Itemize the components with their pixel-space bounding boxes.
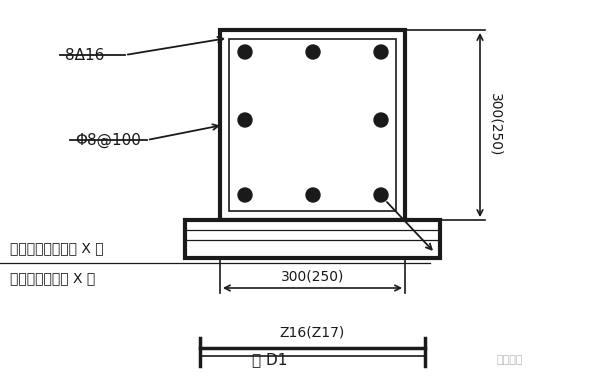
Circle shape bbox=[306, 45, 320, 59]
Text: 或工程洽商记录 X 号: 或工程洽商记录 X 号 bbox=[10, 271, 95, 285]
Circle shape bbox=[374, 113, 388, 127]
Text: Φ8@100: Φ8@100 bbox=[75, 132, 141, 147]
Bar bbox=[185, 220, 440, 258]
Text: Z16(Z17): Z16(Z17) bbox=[280, 325, 345, 339]
Circle shape bbox=[238, 188, 252, 202]
Circle shape bbox=[374, 45, 388, 59]
Circle shape bbox=[374, 188, 388, 202]
Circle shape bbox=[238, 45, 252, 59]
Text: 300(250): 300(250) bbox=[488, 93, 502, 157]
Text: 300(250): 300(250) bbox=[281, 269, 344, 283]
Text: 图 D1: 图 D1 bbox=[253, 353, 287, 367]
Text: 见设计变更通知单 X 号: 见设计变更通知单 X 号 bbox=[10, 241, 104, 255]
Circle shape bbox=[306, 188, 320, 202]
Circle shape bbox=[238, 113, 252, 127]
Bar bbox=[220, 30, 405, 220]
Text: 8Δ16: 8Δ16 bbox=[65, 47, 104, 62]
Text: 豆丁施工: 豆丁施工 bbox=[497, 355, 524, 365]
Bar bbox=[229, 39, 396, 211]
